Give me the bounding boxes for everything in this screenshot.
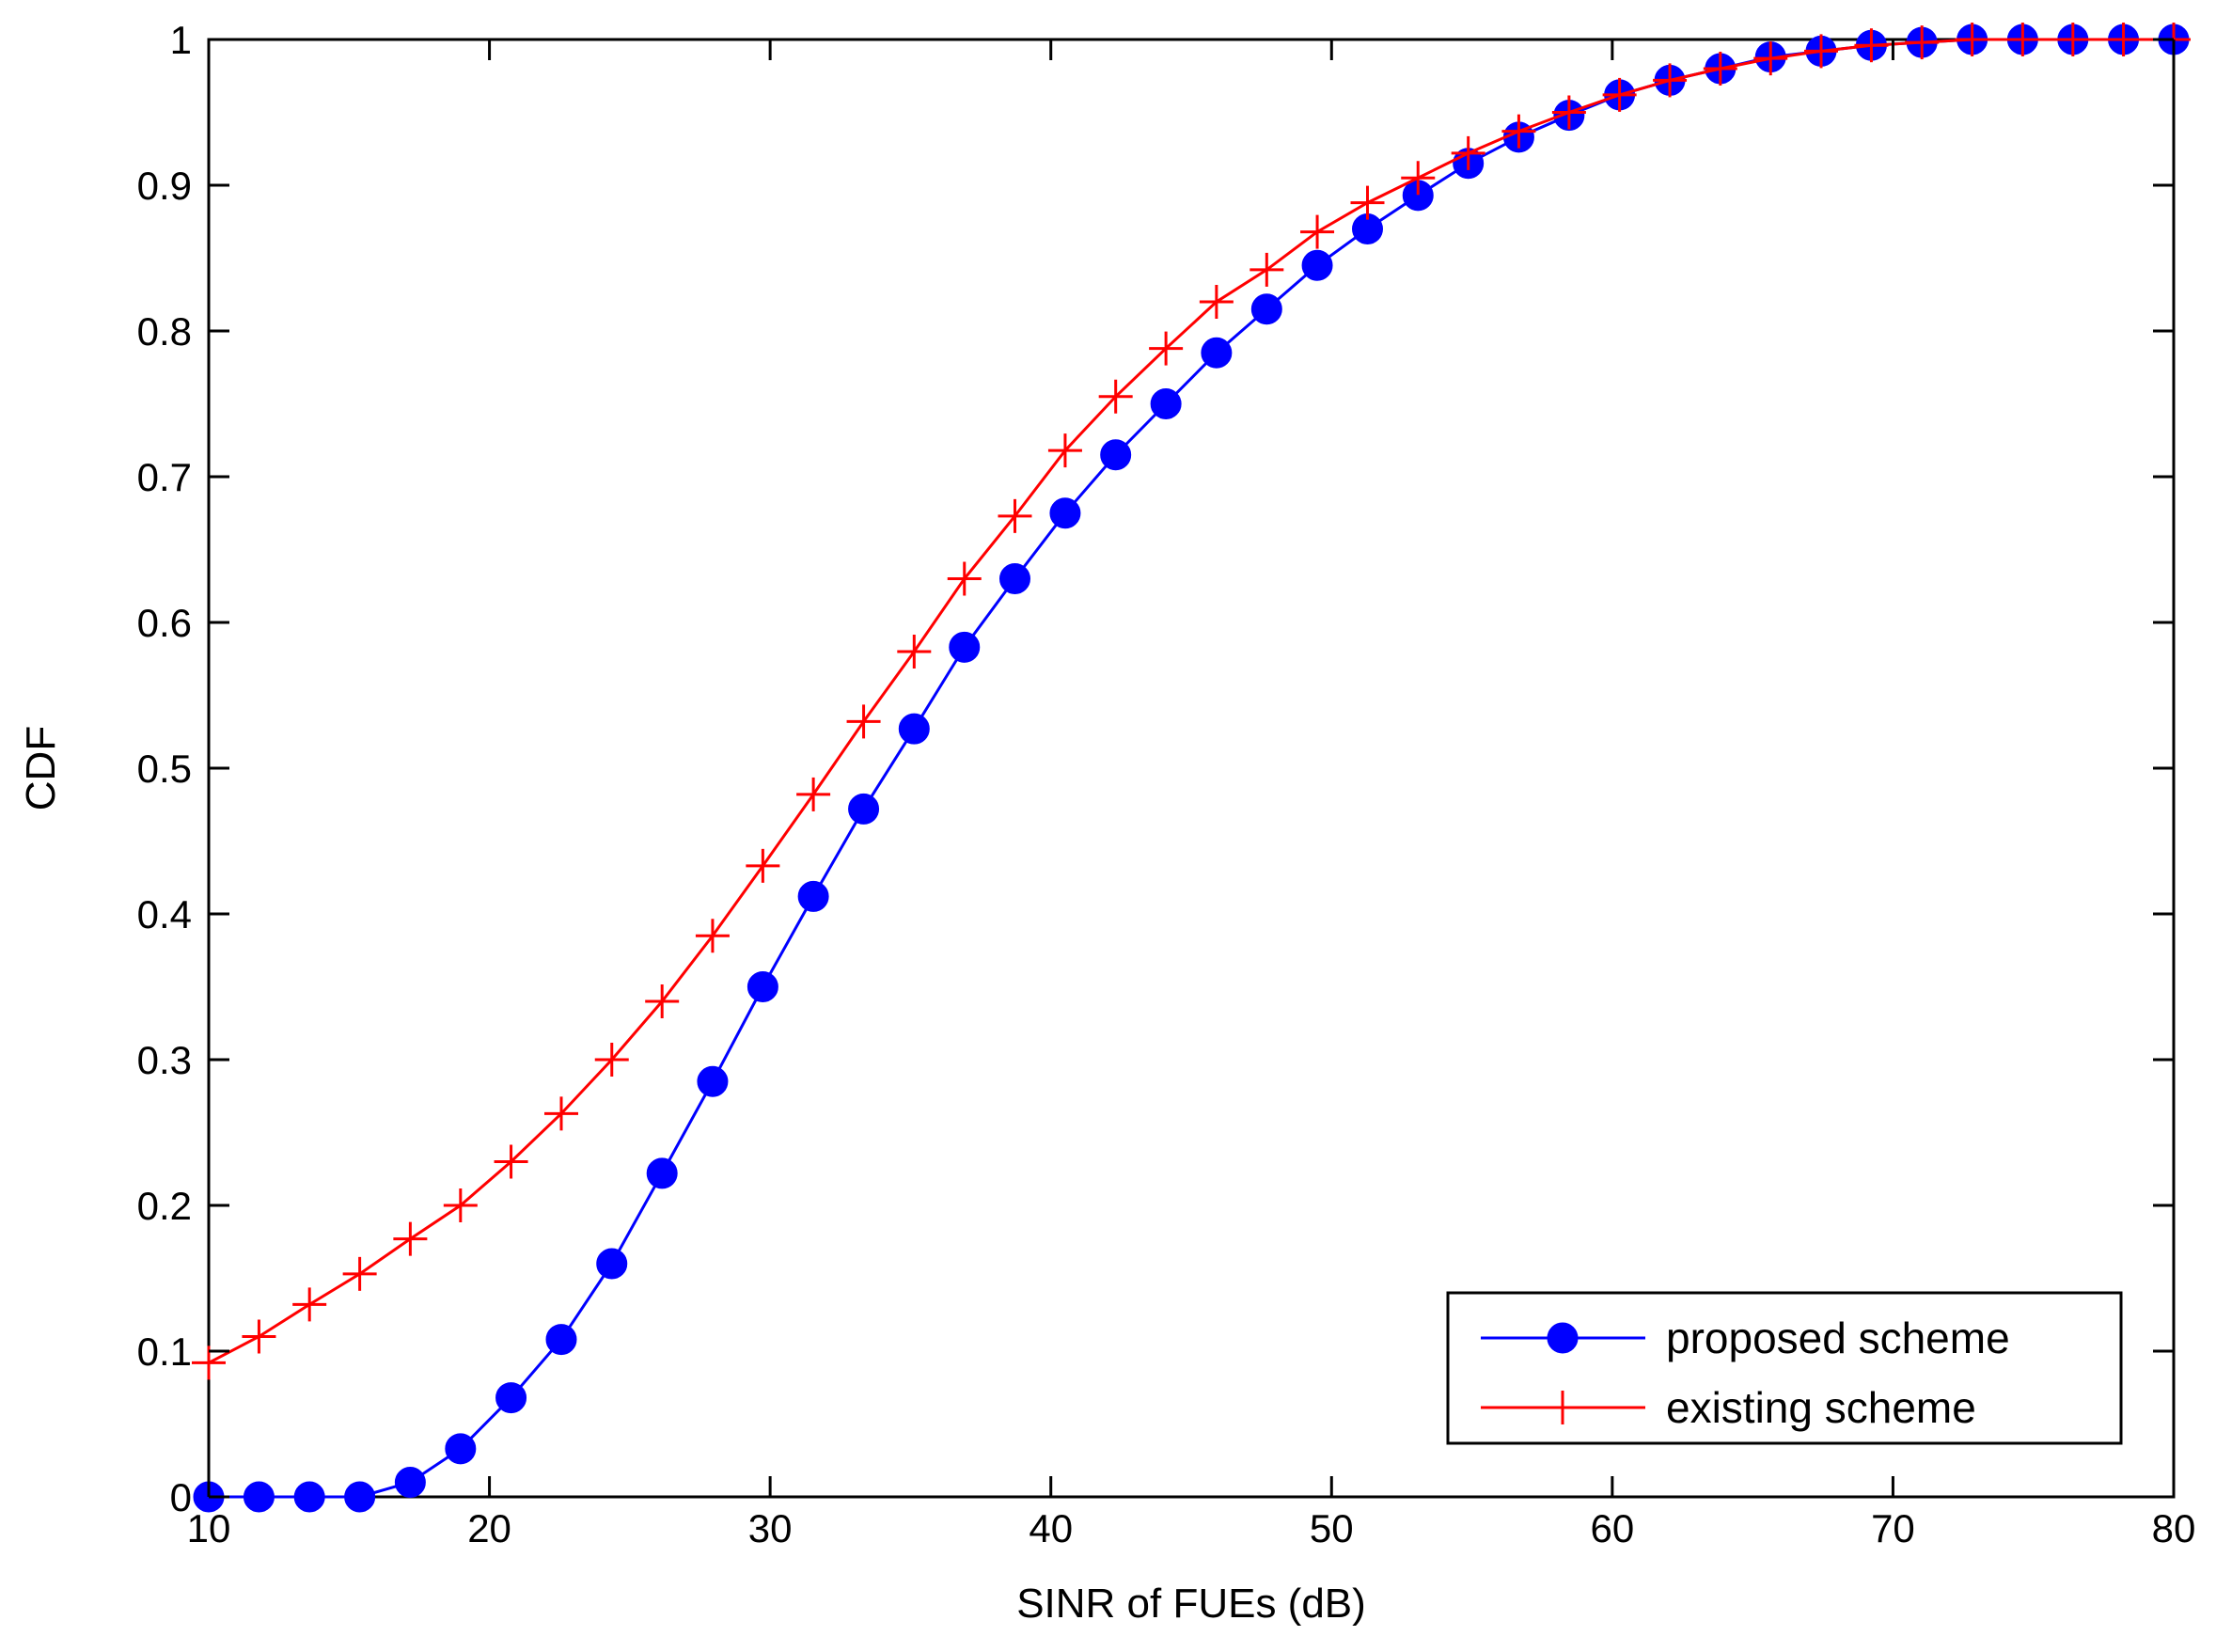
point-existing-scheme-25 xyxy=(1451,135,1485,170)
point-existing-scheme-8 xyxy=(594,1043,629,1077)
point-existing-scheme-21 xyxy=(1249,252,1284,287)
x-tick-label-7: 80 xyxy=(2152,1506,2196,1550)
point-existing-scheme-26 xyxy=(1501,114,1536,149)
point-existing-scheme-18 xyxy=(1098,379,1133,414)
point-existing-scheme-2 xyxy=(292,1287,327,1322)
legend-label-proposed: proposed scheme xyxy=(1666,1314,2010,1362)
point-proposed-scheme-4 xyxy=(394,1467,426,1498)
point-proposed-scheme-10 xyxy=(697,1065,729,1097)
point-existing-scheme-38 xyxy=(2106,23,2141,56)
x-tick-label-6: 70 xyxy=(1871,1506,1915,1550)
point-existing-scheme-35 xyxy=(1955,23,1989,56)
y-tick-label-0: 0 xyxy=(170,1475,192,1519)
y-tick-label-1: 0.1 xyxy=(137,1329,192,1374)
point-proposed-scheme-17 xyxy=(1049,497,1081,529)
point-proposed-scheme-13 xyxy=(848,793,880,825)
point-existing-scheme-28 xyxy=(1602,77,1637,112)
y-tick-label-5: 0.5 xyxy=(137,747,192,791)
plot-area xyxy=(207,38,2176,1499)
point-proposed-scheme-15 xyxy=(949,631,981,663)
point-existing-scheme-36 xyxy=(2005,23,2040,56)
point-existing-scheme-12 xyxy=(796,777,831,811)
point-proposed-scheme-20 xyxy=(1201,337,1233,369)
point-existing-scheme-17 xyxy=(1047,433,1082,468)
legend-marker-existing xyxy=(1546,1391,1579,1424)
point-existing-scheme-16 xyxy=(998,498,1032,533)
point-existing-scheme-4 xyxy=(393,1221,428,1256)
point-existing-scheme-29 xyxy=(1653,63,1688,98)
y-tick-label-6: 0.6 xyxy=(137,601,192,645)
point-proposed-scheme-11 xyxy=(747,971,778,1002)
y-axis-title: CDF xyxy=(18,726,64,810)
y-tick-label-10: 1 xyxy=(170,18,192,62)
point-existing-scheme-33 xyxy=(1854,28,1889,63)
point-existing-scheme-34 xyxy=(1905,25,1940,60)
x-tick-label-0: 10 xyxy=(187,1506,231,1550)
point-existing-scheme-14 xyxy=(897,635,932,669)
legend-box xyxy=(1446,1291,2123,1445)
legend: proposed scheme existing scheme xyxy=(1446,1291,2123,1445)
x-tick-label-3: 40 xyxy=(1029,1506,1073,1550)
point-proposed-scheme-5 xyxy=(445,1433,477,1465)
x-tick-label-2: 30 xyxy=(748,1506,793,1550)
y-tick-label-4: 0.4 xyxy=(137,892,192,936)
point-existing-scheme-3 xyxy=(342,1256,377,1291)
x-tick-label-1: 20 xyxy=(467,1506,511,1550)
y-tick-label-8: 0.8 xyxy=(137,309,192,354)
point-proposed-scheme-19 xyxy=(1150,388,1182,419)
point-existing-scheme-20 xyxy=(1199,285,1234,319)
point-existing-scheme-6 xyxy=(494,1144,528,1179)
point-proposed-scheme-14 xyxy=(898,713,930,745)
point-proposed-scheme-2 xyxy=(293,1481,325,1513)
point-proposed-scheme-1 xyxy=(243,1481,275,1513)
point-existing-scheme-13 xyxy=(846,704,881,739)
point-existing-scheme-7 xyxy=(544,1096,579,1131)
point-existing-scheme-9 xyxy=(645,984,680,1018)
point-existing-scheme-32 xyxy=(1803,34,1838,69)
x-axis-title: SINR of FUEs (dB) xyxy=(1016,1581,1366,1627)
point-existing-scheme-22 xyxy=(1300,214,1335,249)
point-proposed-scheme-12 xyxy=(797,880,829,912)
point-proposed-scheme-6 xyxy=(495,1382,527,1414)
point-existing-scheme-24 xyxy=(1401,161,1436,196)
point-existing-scheme-30 xyxy=(1703,52,1737,86)
point-proposed-scheme-22 xyxy=(1301,249,1333,281)
ticks-layer: 10 20 30 40 50 60 70 80 0 0.1 0.2 0.3 0.4 0.5 0.6 0.7 0.… xyxy=(137,18,2196,1550)
x-tick-label-5: 60 xyxy=(1590,1506,1634,1550)
y-tick-label-7: 0.7 xyxy=(137,455,192,499)
legend-marker-proposed xyxy=(1547,1322,1579,1354)
series-layer xyxy=(192,23,2191,1513)
y-tick-label-3: 0.3 xyxy=(137,1038,192,1082)
point-proposed-scheme-18 xyxy=(1100,439,1132,471)
point-proposed-scheme-3 xyxy=(344,1481,376,1513)
point-existing-scheme-23 xyxy=(1350,185,1385,220)
y-tick-label-2: 0.2 xyxy=(137,1184,192,1228)
legend-label-existing: existing scheme xyxy=(1666,1383,1976,1432)
point-proposed-scheme-16 xyxy=(998,563,1030,594)
point-proposed-scheme-8 xyxy=(596,1248,628,1280)
point-proposed-scheme-9 xyxy=(646,1157,678,1189)
point-existing-scheme-1 xyxy=(242,1319,276,1354)
point-proposed-scheme-21 xyxy=(1250,293,1282,325)
x-tick-label-4: 50 xyxy=(1310,1506,1354,1550)
point-existing-scheme-37 xyxy=(2055,23,2090,56)
point-proposed-scheme-7 xyxy=(545,1324,577,1356)
point-existing-scheme-11 xyxy=(746,848,780,883)
y-tick-label-9: 0.9 xyxy=(137,164,192,208)
series-line-existing-scheme xyxy=(208,38,2174,1364)
point-existing-scheme-19 xyxy=(1149,331,1184,366)
point-existing-scheme-5 xyxy=(443,1188,478,1222)
point-existing-scheme-15 xyxy=(947,561,982,596)
point-existing-scheme-31 xyxy=(1753,41,1788,76)
point-existing-scheme-27 xyxy=(1551,95,1586,130)
point-existing-scheme-10 xyxy=(695,919,730,953)
